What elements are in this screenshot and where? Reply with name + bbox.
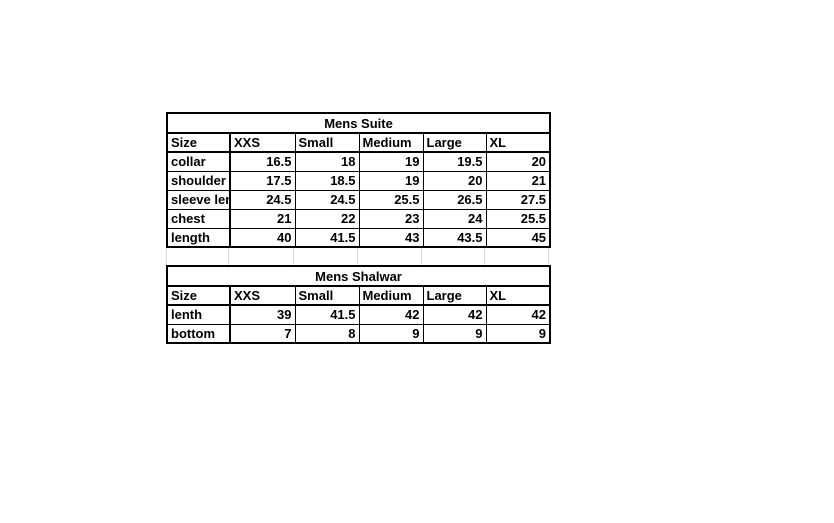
value-cell: 8 xyxy=(294,323,360,344)
column-header-cell: Medium xyxy=(358,285,424,306)
mens-suite-table: Mens Suite Size XXS Small Medium Large XL colla… xyxy=(165,112,552,248)
gridline-cell xyxy=(358,248,422,265)
value-cell: 20 xyxy=(485,151,551,172)
value-cell: 42 xyxy=(358,304,424,325)
column-header-cell: XXS xyxy=(229,285,296,306)
row-label-cell: sleeve length xyxy=(166,189,231,210)
column-header-cell: XXS xyxy=(229,132,296,153)
value-cell: 19.5 xyxy=(422,151,487,172)
value-cell: 41.5 xyxy=(294,304,360,325)
size-header-cell: Size xyxy=(166,285,231,306)
value-cell: 24.5 xyxy=(294,189,360,210)
table-row: lenth 39 41.5 42 42 42 xyxy=(166,304,551,325)
gridline-cell xyxy=(294,248,358,265)
value-cell: 42 xyxy=(485,304,551,325)
value-cell: 9 xyxy=(422,323,487,344)
value-cell: 40 xyxy=(229,227,296,248)
column-header-cell: Large xyxy=(422,132,487,153)
value-cell: 24 xyxy=(422,208,487,229)
column-header-cell: XL xyxy=(485,285,551,306)
row-label-cell: collar xyxy=(166,151,231,172)
row-label-cell: bottom xyxy=(166,323,231,344)
value-cell: 21 xyxy=(229,208,296,229)
value-cell: 43 xyxy=(358,227,424,248)
table-title-row: Mens Suite xyxy=(165,112,552,134)
value-cell: 19 xyxy=(358,170,424,191)
value-cell: 42 xyxy=(422,304,487,325)
mens-shalwar-table: Mens Shalwar Size XXS Small Medium Large XL len… xyxy=(165,265,552,344)
spreadsheet-gridlines-gap xyxy=(166,248,549,265)
row-label-cell: lenth xyxy=(166,304,231,325)
column-header-cell: Medium xyxy=(358,132,424,153)
table-header-row: Size XXS Small Medium Large XL xyxy=(166,285,551,306)
value-cell: 22 xyxy=(294,208,360,229)
value-cell: 45 xyxy=(485,227,551,248)
value-cell: 39 xyxy=(229,304,296,325)
value-cell: 9 xyxy=(485,323,551,344)
value-cell: 27.5 xyxy=(485,189,551,210)
gridline-cell xyxy=(166,248,229,265)
value-cell: 24.5 xyxy=(229,189,296,210)
table-title: Mens Suite xyxy=(165,112,552,134)
row-label-cell: shoulder xyxy=(166,170,231,191)
table-title-row: Mens Shalwar xyxy=(165,265,552,287)
size-charts: Mens Suite Size XXS Small Medium Large XL colla… xyxy=(165,112,552,344)
row-label-cell: chest xyxy=(166,208,231,229)
value-cell: 43.5 xyxy=(422,227,487,248)
column-header-cell: Large xyxy=(422,285,487,306)
value-cell: 23 xyxy=(358,208,424,229)
value-cell: 18.5 xyxy=(294,170,360,191)
value-cell: 17.5 xyxy=(229,170,296,191)
value-cell: 20 xyxy=(422,170,487,191)
table-row: collar 16.5 18 19 19.5 20 xyxy=(166,151,551,172)
value-cell: 25.5 xyxy=(358,189,424,210)
gridline-cell xyxy=(229,248,294,265)
column-header-cell: Small xyxy=(294,285,360,306)
value-cell: 7 xyxy=(229,323,296,344)
table-title: Mens Shalwar xyxy=(165,265,552,287)
value-cell: 18 xyxy=(294,151,360,172)
table-row: bottom 7 8 9 9 9 xyxy=(166,323,551,344)
table-row: sleeve length24.524.525.526.527.5 xyxy=(166,189,551,210)
value-cell: 16.5 xyxy=(229,151,296,172)
value-cell: 26.5 xyxy=(422,189,487,210)
table-row: chest 21 22 23 24 25.5 xyxy=(166,208,551,229)
column-header-cell: Small xyxy=(294,132,360,153)
value-cell: 21 xyxy=(485,170,551,191)
table-row: length 40 41.5 43 43.5 45 xyxy=(166,227,551,248)
row-label-cell: length xyxy=(166,227,231,248)
gridline-cell xyxy=(485,248,549,265)
table-row: shoulder 17.5 18.5 19 20 21 xyxy=(166,170,551,191)
size-header-cell: Size xyxy=(166,132,231,153)
gridline-cell xyxy=(422,248,485,265)
table-header-row: Size XXS Small Medium Large XL xyxy=(166,132,551,153)
value-cell: 9 xyxy=(358,323,424,344)
value-cell: 41.5 xyxy=(294,227,360,248)
column-header-cell: XL xyxy=(485,132,551,153)
value-cell: 19 xyxy=(358,151,424,172)
value-cell: 25.5 xyxy=(485,208,551,229)
